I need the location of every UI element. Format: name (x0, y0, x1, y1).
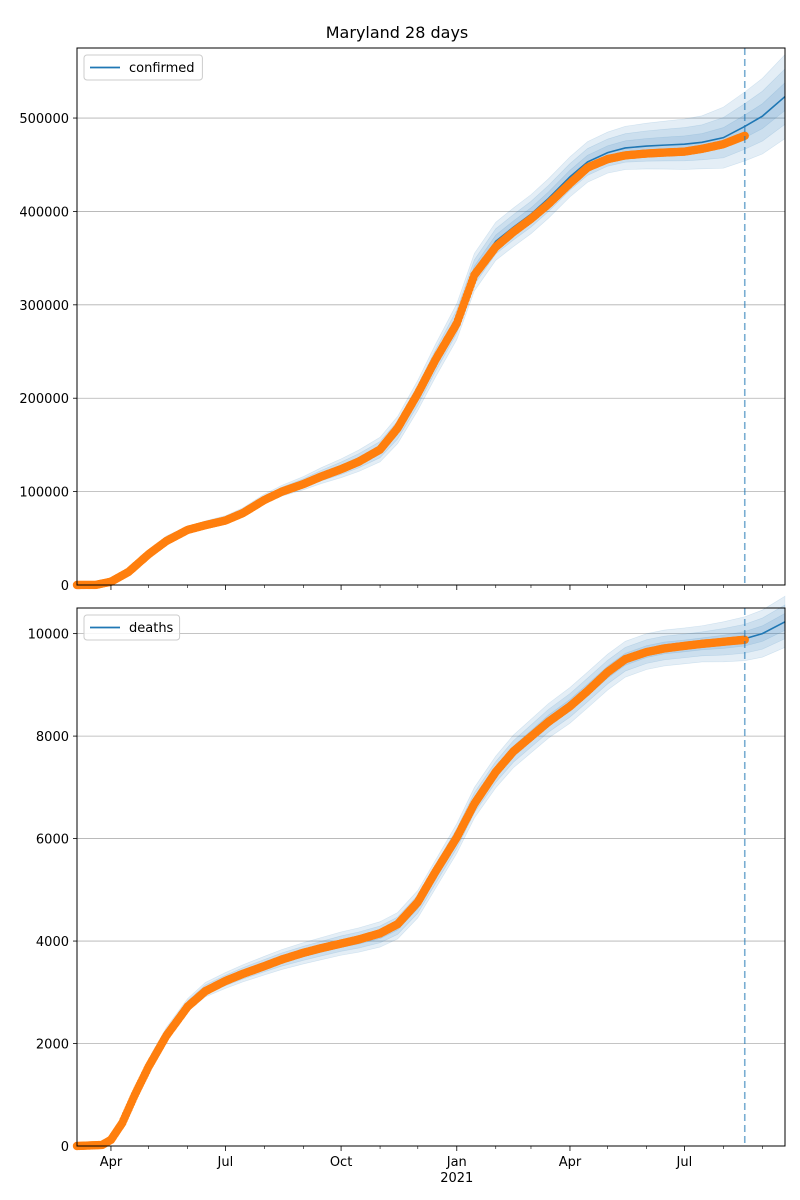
y-tick-label: 200000 (19, 392, 69, 407)
x-tick-label: Jan (446, 1155, 467, 1170)
y-tick-label: 100000 (19, 486, 69, 501)
chart-title: Maryland 28 days (326, 23, 469, 42)
y-tick-label: 2000 (36, 1038, 69, 1053)
y-tick-label: 4000 (36, 935, 69, 950)
x-tick-label: Jul (217, 1155, 234, 1170)
observed-points (72, 131, 749, 590)
x-tick-label: Jul (676, 1155, 693, 1170)
y-tick-label: 300000 (19, 299, 69, 314)
confirmed-panel: 0 100000 200000 300000 400000 500000 confirmed (19, 47, 786, 594)
legend-label: deaths (129, 621, 174, 636)
x-tick-label: Apr (559, 1155, 582, 1170)
y-tick-label: 10000 (28, 628, 69, 643)
axes-frame (76, 47, 786, 586)
shared-x-axis: Apr Jul Oct Jan Apr Jul 2021 (100, 1155, 693, 1186)
legend: confirmed (83, 54, 203, 81)
x-tick-label: Oct (330, 1155, 352, 1170)
y-tick-label: 0 (61, 1140, 69, 1155)
observed-points (72, 635, 749, 1151)
axes-frame (76, 607, 786, 1147)
y-tick-label: 500000 (19, 112, 69, 127)
x-tick-label: Apr (100, 1155, 123, 1170)
y-tick-label: 6000 (36, 833, 69, 848)
x-year-label: 2021 (440, 1171, 473, 1186)
y-tick-label: 0 (61, 579, 69, 594)
legend: deaths (83, 614, 181, 641)
observed-point (740, 131, 749, 140)
y-tick-label: 400000 (19, 205, 69, 220)
legend-box (83, 54, 203, 81)
observed-point (740, 635, 749, 644)
deaths-panel: 0 2000 4000 6000 8000 10000 deaths (28, 595, 786, 1155)
legend-box (83, 614, 181, 641)
y-tick-label: 8000 (36, 730, 69, 745)
legend-label: confirmed (129, 61, 195, 76)
